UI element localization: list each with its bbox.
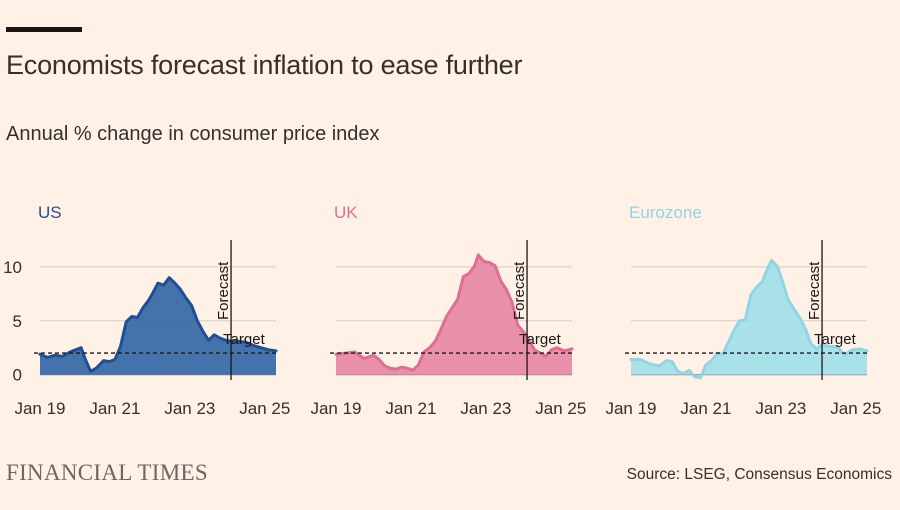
target-label: Target (519, 331, 562, 348)
x-tick-label: Jan 21 (385, 399, 436, 418)
panel-eurozone: Eurozone Forecast Target Jan 19 Jan 21 Jan 23… (605, 203, 881, 418)
ft-logo: FINANCIAL TIMES (6, 460, 208, 485)
panel-title: US (38, 203, 62, 222)
panel-uk: UK Forecast Target Jan 19 Jan 21 Jan 23 Jan 25 (310, 203, 586, 418)
target-label: Target (814, 331, 857, 348)
panel-title: UK (334, 203, 358, 222)
y-tick-label: 0 (13, 366, 22, 385)
x-tick-label: Jan 25 (239, 399, 290, 418)
x-tick-label: Jan 23 (755, 399, 806, 418)
x-tick-label: Jan 21 (680, 399, 731, 418)
y-tick-label: 5 (13, 312, 22, 331)
target-label: Target (223, 331, 266, 348)
series-area (631, 260, 867, 378)
panel-title: Eurozone (629, 203, 702, 222)
series-line (334, 253, 574, 372)
series-line (629, 259, 869, 380)
source-note: Source: LSEG, Consensus Economics (626, 466, 892, 483)
chart-title: Economists forecast inflation to ease fu… (6, 50, 523, 80)
x-tick-label: Jan 19 (310, 399, 361, 418)
forecast-label: Forecast (511, 261, 528, 320)
top-rule (6, 27, 82, 32)
x-tick-label: Jan 23 (460, 399, 511, 418)
x-tick-label: Jan 25 (830, 399, 881, 418)
y-tick-label: 10 (3, 258, 22, 277)
x-tick-label: Jan 23 (164, 399, 215, 418)
panel-us: US 10 5 0 Forecast Target Jan 19 Jan 21 Jan 23 Ja… (3, 203, 290, 418)
chart-subtitle: Annual % change in consumer price index (6, 123, 380, 145)
x-tick-label: Jan 19 (605, 399, 656, 418)
forecast-label: Forecast (215, 261, 232, 320)
x-tick-label: Jan 21 (89, 399, 140, 418)
series-area (40, 277, 276, 375)
series-area (336, 255, 572, 375)
forecast-label: Forecast (806, 261, 823, 320)
x-tick-label: Jan 25 (535, 399, 586, 418)
x-tick-label: Jan 19 (14, 399, 65, 418)
